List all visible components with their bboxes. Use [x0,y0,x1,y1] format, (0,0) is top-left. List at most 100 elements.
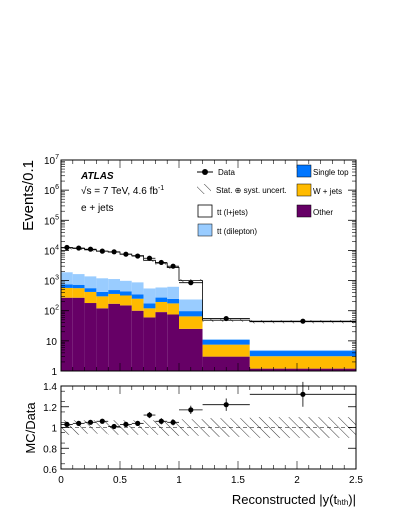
bar-tt-l-jets--8 [155,263,168,288]
ratio-point-9 [170,419,176,425]
bar-single-top-7 [143,303,156,309]
svg-text:Data: Data [218,168,235,177]
bar-single-top-4 [108,290,120,294]
data-point-10 [188,280,194,286]
bar-tt-dilepton--5 [120,280,132,292]
bar-tt-l-jets--10 [179,280,203,300]
ratio-point-1 [76,420,82,426]
legend-entry-single-top: Single top [296,164,349,178]
ratio-panel: 0.6 0.8 1 1.2 1.4 0 0.5 1 1.5 2 2.5 MC/Data Recon… [23,381,363,507]
bar-tt-l-jets--12 [249,321,356,350]
ratio-band-bin-7 [143,420,156,435]
bar-other-4 [108,303,120,371]
bar-tt-dilepton--2 [84,276,97,289]
bar-tt-dilepton--0 [61,272,73,285]
ratio-points [61,381,356,430]
ratio-y-tick-label-0: 0.6 [43,465,57,476]
bar-tt-dilepton--6 [131,282,144,295]
bar-other-9 [167,314,179,371]
bar-w-jets-0 [61,287,73,298]
ratio-point-2 [87,419,94,425]
ratio-point-3 [99,418,105,424]
bar-w-jets-9 [167,303,179,315]
ratio-band-bin-11 [202,418,250,437]
atlas-label: ATLAS [80,171,114,182]
bar-w-jets-12 [249,356,356,369]
ratio-band-bin-2 [84,420,97,434]
bar-other-8 [155,312,168,371]
bar-single-top-6 [131,294,144,299]
ratio-point-5 [123,421,129,427]
bar-tt-l-jets--5 [120,254,132,281]
data-point-9 [170,263,176,269]
data-point-11 [223,315,229,322]
bar-tt-dilepton--3 [96,278,109,292]
bar-w-jets-11 [202,344,250,357]
bar-tt-dilepton--9 [167,286,179,299]
x-tick-label-3: 1.5 [231,475,245,486]
bar-tt-l-jets--9 [167,267,179,287]
ratio-band-bin-6 [131,420,144,435]
ratio-band-bin-3 [96,420,109,434]
y-tick-label-7: 107 [44,154,59,167]
bar-tt-l-jets--2 [84,249,97,277]
bar-tt-dilepton--7 [143,288,156,304]
bar-single-top-12 [249,351,356,357]
bar-w-jets-3 [96,296,109,309]
ratio-y-tick-label-1: 0.8 [43,444,57,455]
ratio-point-8 [158,418,164,424]
ratio-point-10 [188,407,194,413]
ratio-y-axis-ticks: 0.6 0.8 1 1.2 1.4 [43,382,356,476]
x-tick-label-0: 0 [58,475,64,486]
bar-w-jets-8 [155,301,168,313]
bar-w-jets-4 [108,293,120,304]
ratio-y-tick-label-2: 1 [51,424,57,435]
y-axis-label: Events/0.1 [20,160,37,231]
svg-text:Other: Other [313,208,333,217]
bar-other-12 [249,368,356,371]
bar-single-top-11 [202,339,250,345]
main-panel: 1 10 102 103 104 105 106 107 Events/0.1 ATLAS √… [20,154,357,378]
channel-label: e + jets [81,203,114,214]
ratio-x-axis-ticks: 0 0.5 1 1.5 2 2.5 [58,386,363,486]
data-point-6 [135,253,141,259]
svg-text:tt (dilepton): tt (dilepton) [217,227,257,236]
bar-single-top-3 [96,291,109,297]
bar-tt-l-jets--1 [72,248,85,275]
svg-text:W + jets: W + jets [313,187,342,196]
legend-entry-uncertainty: Stat. ⊕ syst. uncert. [197,184,287,195]
bar-w-jets-2 [84,291,97,304]
bar-other-10 [179,328,203,371]
y-tick-label-6: 106 [44,184,59,197]
bar-w-jets-7 [143,308,156,318]
legend-entry-other: Other [296,204,333,218]
bar-tt-dilepton--12 [249,349,356,352]
y-tick-label-4: 104 [44,244,59,257]
bar-tt-l-jets--4 [108,252,120,280]
main-plot-border [60,159,357,372]
bar-tt-l-jets--3 [96,251,109,279]
x-tick-label-2: 1 [176,475,182,486]
y-tick-label-2: 102 [44,305,59,318]
x-tick-label-1: 0.5 [113,475,127,486]
legend-entry-wjets: W + jets [296,183,342,197]
bar-w-jets-5 [120,295,132,306]
legend-entry-data: Data [197,168,235,177]
ratio-point-6 [135,420,141,426]
bar-single-top-10 [179,311,203,317]
bar-other-7 [143,317,156,371]
bar-other-2 [84,303,97,371]
data-point-4 [111,249,117,255]
data-point-1 [76,245,82,251]
bar-tt-l-jets--0 [61,247,73,273]
bar-tt-l-jets--11 [202,320,250,340]
bar-w-jets-6 [131,298,144,311]
svg-text:Stat. ⊕ syst. uncert.: Stat. ⊕ syst. uncert. [216,186,287,195]
bar-other-0 [61,297,73,371]
y-tick-label-3: 103 [44,275,59,288]
data-point-3 [99,248,105,254]
legend-entry-ttbar-ljets: tt (l+jets) [197,204,248,218]
bar-tt-dilepton--1 [72,274,85,285]
bar-single-top-2 [84,288,97,292]
data-point-7 [146,255,153,261]
